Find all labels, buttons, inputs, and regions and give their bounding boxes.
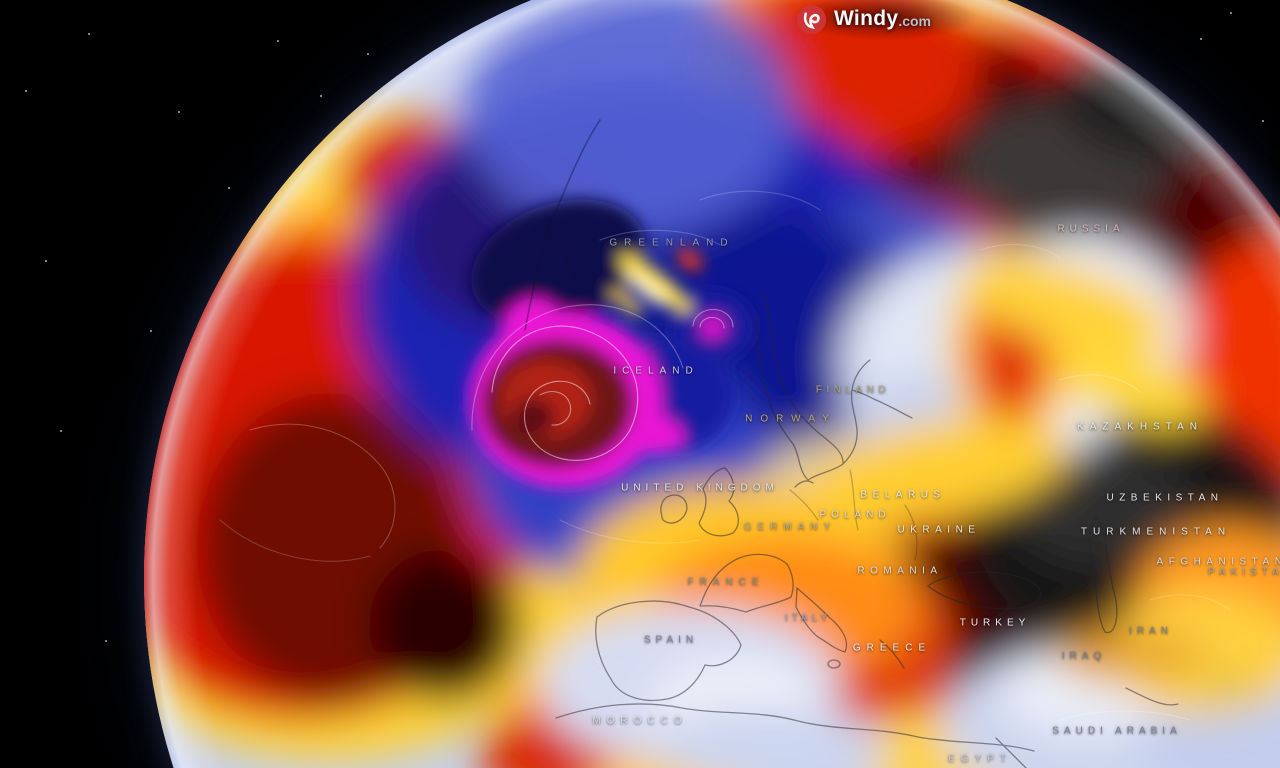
star: [105, 640, 107, 642]
star: [367, 53, 369, 55]
windy-logo[interactable]: Windy .com: [796, 1, 931, 37]
country-label-saudi-arabia: SAUDI ARABIA: [1052, 725, 1182, 737]
country-label-norway: NORWAY: [745, 413, 837, 425]
star: [277, 40, 279, 42]
country-label-germany: GERMANY: [743, 521, 837, 533]
star: [320, 95, 322, 97]
country-label-italy: ITALY: [784, 612, 832, 624]
country-label-spain: SPAIN: [643, 634, 699, 646]
country-label-greenland: GREENLAND: [609, 237, 735, 249]
country-borders: [524, 119, 1179, 768]
star: [45, 260, 47, 262]
temperature-anomaly-field: [144, 0, 1280, 768]
country-labels: GREENLAND ICELAND FINLAND NORWAY UNITED KING…: [144, 0, 1280, 768]
country-label-iran: IRAN: [1129, 625, 1173, 637]
country-label-ukraine: UKRAINE: [897, 524, 981, 536]
country-label-turkmenistan: TURKMENISTAN: [1080, 526, 1232, 538]
globe-map[interactable]: GREENLAND ICELAND FINLAND NORWAY UNITED KING…: [144, 0, 1280, 768]
star: [25, 90, 27, 92]
country-label-egypt: EGYPT: [948, 753, 1012, 765]
country-label-iraq: IRAQ: [1061, 650, 1107, 662]
country-label-france: FRANCE: [687, 576, 765, 588]
country-label-poland: POLAND: [819, 509, 891, 521]
brand-suffix: .com: [898, 13, 931, 29]
country-label-iceland: ICELAND: [613, 365, 699, 377]
country-label-uzbekistan: UZBEKISTAN: [1106, 492, 1224, 504]
star: [178, 111, 180, 113]
country-label-morocco: MOROCCO: [592, 715, 688, 727]
country-label-kazakhstan: KAZAKHSTAN: [1077, 421, 1203, 433]
country-label-finland: FINLAND: [815, 384, 891, 396]
country-label-turkey: TURKEY: [959, 617, 1031, 629]
star: [88, 33, 90, 35]
country-label-greece: GREECE: [852, 642, 932, 654]
country-label-pakistan: PAKISTAN: [1208, 566, 1280, 578]
country-label-afghanistan: AFGHANISTAN: [1156, 556, 1280, 568]
star: [60, 430, 62, 432]
windy-swirl-icon: [796, 4, 827, 34]
brand-name: Windy: [834, 7, 899, 30]
wind-streamlines: [219, 190, 1231, 721]
country-label-romania: ROMANIA: [857, 565, 943, 577]
country-label-united-kingdom: UNITED KINGDOM: [621, 482, 779, 494]
country-label-belarus: BELARUS: [860, 489, 946, 501]
world-layer: GREENLAND ICELAND FINLAND NORWAY UNITED KING…: [144, 0, 1280, 768]
country-label-russia: RUSSIA: [1057, 223, 1125, 235]
